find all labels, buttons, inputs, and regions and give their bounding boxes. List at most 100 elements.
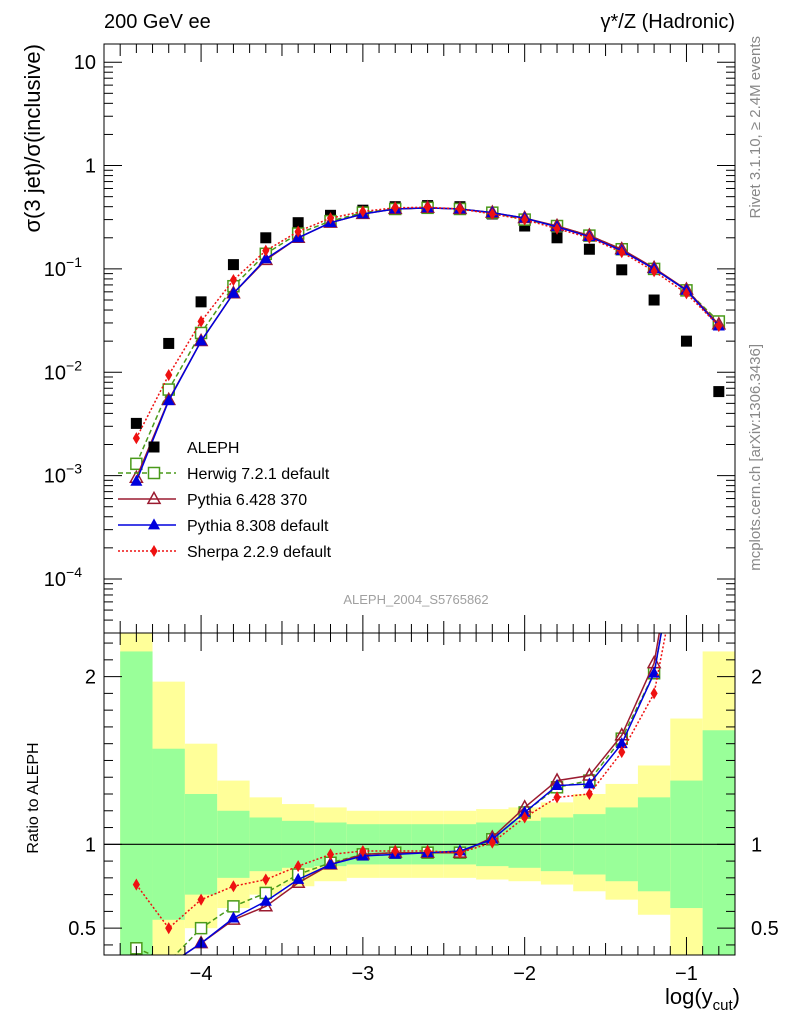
legend-marker bbox=[147, 466, 161, 480]
data-point-aleph bbox=[519, 220, 531, 232]
legend-entry-pythia-8-308-default: Pythia 8.308 default bbox=[118, 518, 329, 535]
ratio-point-sherpa-2-2-9-default bbox=[165, 922, 173, 935]
main-y-axis-label: σ(3 jet)/σ(inclusive) bbox=[20, 44, 45, 233]
legend: ALEPH Herwig 7.2.1 default Pythia 6.428 37… bbox=[118, 440, 332, 561]
main-series-group bbox=[129, 199, 727, 486]
legend-label: Herwig 7.2.1 default bbox=[187, 466, 330, 483]
data-point-pythia-8-308-default bbox=[130, 474, 143, 486]
data-point-aleph bbox=[130, 417, 142, 429]
ratio-x-tick-label: −2 bbox=[513, 963, 536, 985]
ratio-x-tick-label: −1 bbox=[675, 963, 698, 985]
data-point-sherpa-2-2-9-default bbox=[197, 315, 205, 328]
series-herwig-7-2-1-default bbox=[130, 201, 726, 471]
ratio-series-sherpa-2-2-9-default bbox=[132, 285, 722, 935]
ratio-point-pythia-8-308-default bbox=[130, 958, 142, 969]
data-point-aleph bbox=[680, 335, 692, 347]
ratio-y-tick-label: 2 bbox=[85, 667, 96, 689]
ratio-series-group bbox=[130, 202, 725, 969]
data-point-aleph bbox=[648, 294, 660, 306]
main-y-tick-label: 10−4 bbox=[44, 564, 82, 591]
series-line-pythia-6-428-370 bbox=[135, 207, 720, 479]
ratio-point-pythia-8-308-default bbox=[713, 284, 725, 295]
ratio-point-sherpa-2-2-9-default bbox=[553, 791, 561, 804]
header-right-title: γ*/Z (Hadronic) bbox=[601, 11, 735, 33]
ratio-point-sherpa-2-2-9-default bbox=[650, 687, 658, 700]
ratio-point-sherpa-2-2-9-default bbox=[456, 846, 464, 859]
data-point-sherpa-2-2-9-default bbox=[682, 287, 691, 300]
data-point-sherpa-2-2-9-default bbox=[262, 244, 270, 257]
legend-label: Sherpa 2.2.9 default bbox=[187, 544, 332, 561]
legend-label: Pythia 8.308 default bbox=[187, 518, 329, 535]
watermark-analysis-id: ALEPH_2004_S5765862 bbox=[343, 592, 488, 607]
data-point-sherpa-2-2-9-default bbox=[326, 212, 335, 225]
ratio-point-sherpa-2-2-9-default bbox=[197, 893, 205, 906]
ratio-point-sherpa-2-2-9-default bbox=[391, 844, 399, 858]
data-point-aleph bbox=[195, 296, 207, 308]
ratio-point-pythia-8-308-default bbox=[550, 779, 564, 791]
data-point-sherpa-2-2-9-default bbox=[359, 205, 367, 218]
data-point-aleph bbox=[227, 259, 239, 271]
legend-entry-sherpa-2-2-9-default: Sherpa 2.2.9 default bbox=[118, 544, 332, 561]
ratio-point-pythia-8-308-default bbox=[615, 737, 628, 749]
main-y-tick-label: 10−2 bbox=[44, 357, 82, 384]
ratio-point-pythia-6-428-370 bbox=[163, 958, 175, 969]
data-point-sherpa-2-2-9-default bbox=[229, 274, 238, 287]
main-panel: 10−4 10−3 10−2 10−1 1 10 σ(3 jet)/σ(inclusive) bbox=[20, 43, 736, 634]
ratio-point-sherpa-2-2-9-default bbox=[262, 873, 270, 886]
ratio-point-pythia-8-308-default bbox=[227, 911, 240, 923]
data-point-sherpa-2-2-9-default bbox=[424, 201, 432, 214]
ratio-y-tick-label-right: 0.5 bbox=[751, 918, 779, 940]
ratio-point-sherpa-2-2-9-default bbox=[618, 746, 626, 759]
ratio-point-herwig-7-2-1-default bbox=[227, 900, 240, 913]
ratio-y-tick-label-right: 1 bbox=[751, 834, 762, 856]
stat-uncertainty-band bbox=[152, 748, 185, 920]
main-y-tick-label: 10−3 bbox=[44, 461, 82, 488]
ratio-point-pythia-8-308-default bbox=[292, 872, 305, 884]
ratio-point-sherpa-2-2-9-default bbox=[715, 285, 722, 297]
header-left-title: 200 GeV ee bbox=[104, 11, 211, 33]
data-point-aleph bbox=[713, 386, 725, 398]
ratio-y-tick-label: 1 bbox=[85, 834, 96, 856]
ratio-y-axis-label: Ratio to ALEPH bbox=[25, 742, 42, 853]
stat-uncertainty-band bbox=[702, 730, 735, 955]
data-point-pythia-8-308-default bbox=[259, 252, 272, 264]
ratio-point-pythia-8-308-default bbox=[518, 805, 531, 817]
data-point-sherpa-2-2-9-default bbox=[132, 432, 140, 445]
data-point-sherpa-2-2-9-default bbox=[650, 265, 658, 278]
ratio-point-herwig-7-2-1-default bbox=[713, 202, 724, 213]
rivet-version-label: Rivet 3.1.10, ≥ 2.4M events bbox=[747, 36, 764, 219]
ratio-point-sherpa-2-2-9-default bbox=[326, 848, 335, 861]
legend-marker bbox=[147, 518, 161, 530]
data-point-sherpa-2-2-9-default bbox=[165, 368, 173, 382]
series-line-herwig-7-2-1-default bbox=[135, 207, 720, 465]
data-point-sherpa-2-2-9-default bbox=[294, 225, 302, 238]
ratio-point-pythia-8-308-default bbox=[324, 857, 337, 869]
ratio-point-pythia-8-308-default bbox=[259, 894, 272, 906]
data-point-aleph bbox=[551, 232, 563, 244]
ratio-point-herwig-7-2-1-default bbox=[163, 956, 174, 967]
series-line-sherpa-2-2-9-default bbox=[135, 206, 720, 439]
ratio-point-sherpa-2-2-9-default bbox=[229, 880, 238, 893]
data-point-sherpa-2-2-9-default bbox=[618, 246, 626, 259]
uncertainty-bands bbox=[120, 633, 735, 955]
ratio-point-sherpa-2-2-9-default bbox=[683, 520, 690, 532]
ratio-point-pythia-6-428-370 bbox=[130, 957, 142, 968]
mcplots-credit-label: mcplots.cern.ch [arXiv:1306.3436] bbox=[747, 344, 764, 571]
data-point-aleph bbox=[616, 264, 628, 276]
ratio-x-tick-label: −4 bbox=[190, 963, 213, 985]
data-point-pythia-8-308-default bbox=[162, 394, 175, 406]
legend-entry-herwig-7-2-1-default: Herwig 7.2.1 default bbox=[118, 466, 330, 483]
x-axis-label: log(ycut) bbox=[665, 984, 740, 1014]
ratio-point-sherpa-2-2-9-default bbox=[132, 878, 140, 891]
legend-entry-pythia-6-428-370: Pythia 6.428 370 bbox=[118, 490, 307, 509]
ratio-point-sherpa-2-2-9-default bbox=[294, 860, 302, 873]
data-point-sherpa-2-2-9-default bbox=[715, 319, 723, 333]
legend-marker bbox=[146, 490, 162, 505]
data-point-aleph bbox=[292, 217, 304, 229]
legend-label: Pythia 6.428 370 bbox=[187, 492, 307, 509]
ratio-point-pythia-8-308-default bbox=[583, 777, 596, 789]
main-y-tick-label: 1 bbox=[85, 156, 96, 178]
legend-entry-aleph: ALEPH bbox=[148, 440, 239, 457]
data-point-pythia-8-308-default bbox=[195, 334, 208, 346]
data-point-sherpa-2-2-9-default bbox=[488, 207, 496, 221]
